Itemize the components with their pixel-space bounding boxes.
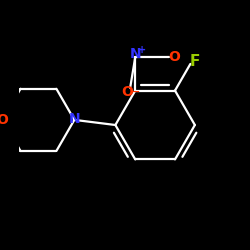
- Text: O: O: [0, 113, 8, 127]
- Text: N: N: [130, 47, 141, 61]
- Text: O: O: [122, 85, 134, 99]
- Text: +: +: [138, 44, 146, 54]
- Text: N: N: [68, 112, 80, 126]
- Text: O: O: [168, 50, 180, 64]
- Text: F: F: [190, 54, 200, 70]
- Text: −: −: [131, 87, 140, 97]
